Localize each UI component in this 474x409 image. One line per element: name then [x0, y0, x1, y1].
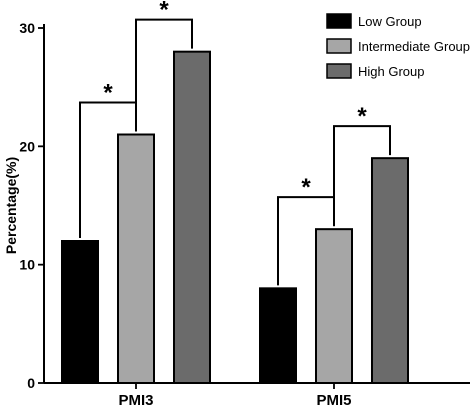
- significance-mark: *: [357, 103, 367, 130]
- bar-pmi5-series-1: [315, 228, 353, 384]
- legend-swatch: [326, 38, 352, 54]
- x-category-label: PMI3: [118, 392, 153, 409]
- bar-pmi3-series-2: [173, 50, 211, 385]
- legend-swatch: [326, 13, 352, 29]
- legend-label: Intermediate Group: [358, 39, 470, 54]
- x-category-label: PMI5: [316, 392, 351, 409]
- legend-label: High Group: [358, 64, 424, 79]
- significance-bracket: *: [333, 103, 391, 227]
- bar-pmi5-series-2: [371, 157, 409, 384]
- y-axis-title: Percentage(%): [3, 157, 19, 254]
- y-tick-label: 30: [19, 20, 35, 36]
- significance-mark: *: [301, 174, 311, 201]
- y-tick-label: 0: [27, 375, 35, 391]
- axes-layer: 0 10 20 30 PMI3 PMI5 Percentage(%): [3, 20, 470, 409]
- legend-label: Low Group: [358, 14, 422, 29]
- bracket-line: [135, 18, 193, 132]
- significance-layer: * * * *: [79, 0, 391, 286]
- significance-bracket: *: [135, 0, 193, 132]
- y-tick-label: 10: [19, 257, 35, 273]
- legend: Low Group Intermediate Group High Group: [326, 13, 470, 79]
- legend-item: Low Group: [326, 13, 422, 29]
- significance-mark: *: [103, 80, 113, 107]
- significance-mark: *: [159, 0, 169, 24]
- bar-pmi3-series-1: [117, 133, 155, 384]
- bracket-line: [333, 125, 391, 227]
- y-tick-label: 20: [19, 138, 35, 154]
- bar-pmi5-series-0: [259, 287, 297, 385]
- legend-item: High Group: [326, 63, 424, 79]
- legend-item: Intermediate Group: [326, 38, 470, 54]
- bar-pmi3-series-0: [61, 240, 99, 384]
- legend-swatch: [326, 63, 352, 79]
- bars-layer: [61, 50, 409, 385]
